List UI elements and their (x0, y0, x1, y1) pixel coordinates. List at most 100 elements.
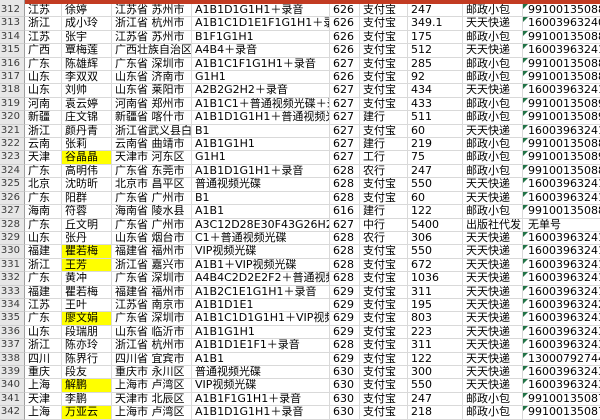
cell-province[interactable]: 广东 (25, 272, 62, 286)
row-header[interactable]: 324 (0, 164, 25, 179)
cell-order-batch[interactable]: 628 (330, 231, 360, 246)
cell-product[interactable]: A3C12D28E30F43G26H27 (192, 218, 330, 232)
cell-order-batch[interactable]: 628 (330, 339, 360, 353)
cell-payment[interactable]: 支付宝 (360, 97, 408, 112)
cell-address[interactable]: 河南省 郑州市 (112, 97, 192, 112)
cell-name[interactable]: 符蓉 (62, 205, 112, 219)
row-header[interactable]: 312 (0, 4, 25, 18)
cell-name[interactable]: 覃梅莲 (62, 44, 112, 58)
cell-shipping[interactable]: 天天快递 (463, 339, 523, 353)
cell-name[interactable]: 阳群 (62, 191, 112, 206)
cell-tracking[interactable]: 9910013508979 (523, 111, 600, 125)
cell-product[interactable]: A1B1D1G1H1＋录音 (192, 164, 330, 179)
cell-address[interactable]: 海南省 陵水县 (112, 205, 192, 219)
cell-amount[interactable]: 247 (408, 392, 463, 407)
cell-name[interactable]: 瞿若梅 (62, 285, 112, 299)
row-header[interactable]: 322 (0, 138, 25, 152)
row-header[interactable]: 333 (0, 285, 25, 299)
cell-product[interactable]: A1B1＋VIP视频光碟 (192, 258, 330, 273)
cell-address[interactable]: 江苏省 南京市 (112, 298, 192, 313)
cell-amount[interactable]: 285 (408, 57, 463, 72)
cell-address[interactable]: 广东省 广州市 (112, 191, 192, 206)
cell-address[interactable]: 山东省 济南市 (112, 71, 192, 85)
cell-product[interactable]: A1B1F1G1H1＋录音 (192, 392, 330, 407)
cell-province[interactable]: 浙江 (25, 124, 62, 139)
cell-product[interactable]: A1B1C1D1G1H1＋VIP视频光碟 (192, 312, 330, 326)
cell-address[interactable]: 山东省 莱阳市 (112, 84, 192, 98)
cell-product[interactable]: A1B1D1E1F1＋录音 (192, 339, 330, 353)
cell-tracking[interactable]: 9910013508842 (523, 4, 600, 18)
cell-product[interactable]: A1B1C1D1E1F1G1H1＋录音 (192, 17, 330, 31)
cell-name[interactable]: 李鹏 (62, 392, 112, 407)
cell-amount[interactable]: 433 (408, 97, 463, 112)
cell-province[interactable]: 广东 (25, 218, 62, 232)
cell-order-batch[interactable]: 626 (330, 71, 360, 85)
cell-name[interactable]: 解鹏 (62, 379, 112, 393)
cell-order-batch[interactable]: 630 (330, 406, 360, 420)
cell-address[interactable]: 上海市 卢湾区 (112, 406, 192, 420)
cell-province[interactable]: 天津 (25, 151, 62, 165)
cell-shipping[interactable]: 邮政小包 (463, 406, 523, 420)
cell-name[interactable]: 刘帅 (62, 84, 112, 98)
row-header[interactable]: 316 (0, 57, 25, 72)
cell-amount[interactable]: 122 (408, 352, 463, 366)
row-header[interactable]: 339 (0, 365, 25, 380)
cell-payment[interactable]: 支付宝 (360, 30, 408, 45)
cell-order-batch[interactable]: 629 (330, 325, 360, 340)
cell-name[interactable]: 成小玲 (62, 17, 112, 31)
cell-tracking[interactable]: 160039632430 (523, 325, 600, 340)
cell-payment[interactable]: 支付宝 (360, 258, 408, 273)
cell-address[interactable]: 江苏省 苏州市 (112, 4, 192, 18)
cell-amount[interactable]: 550 (408, 379, 463, 393)
cell-tracking[interactable]: 160039632410 (523, 44, 600, 58)
cell-shipping[interactable]: 天天快递 (463, 84, 523, 98)
cell-province[interactable]: 山东 (25, 71, 62, 85)
cell-tracking[interactable]: 160039632413 (523, 178, 600, 192)
cell-payment[interactable]: 支付宝 (360, 272, 408, 286)
cell-payment[interactable]: 支付宝 (360, 71, 408, 85)
cell-payment[interactable]: 支付宝 (360, 325, 408, 340)
cell-province[interactable]: 山东 (25, 231, 62, 246)
cell-order-batch[interactable]: 628 (330, 245, 360, 259)
cell-name[interactable]: 万亚云 (62, 406, 112, 420)
cell-amount[interactable]: 300 (408, 365, 463, 380)
cell-name[interactable]: 李双双 (62, 71, 112, 85)
cell-payment[interactable]: 中行 (360, 218, 408, 232)
cell-province[interactable]: 浙江 (25, 339, 62, 353)
cell-address[interactable]: 上海市 卢湾区 (112, 379, 192, 393)
cell-payment[interactable]: 支付宝 (360, 339, 408, 353)
cell-amount[interactable]: 60 (408, 191, 463, 206)
cell-shipping[interactable]: 天天快递 (463, 124, 523, 139)
cell-order-batch[interactable]: 629 (330, 285, 360, 299)
cell-name[interactable]: 廖文娟 (62, 312, 112, 326)
cell-amount[interactable]: 219 (408, 138, 463, 152)
row-header[interactable]: 325 (0, 178, 25, 192)
cell-amount[interactable]: 195 (408, 298, 463, 313)
cell-product[interactable]: G1H1 (192, 151, 330, 165)
cell-amount[interactable]: 247 (408, 164, 463, 179)
row-header[interactable]: 329 (0, 231, 25, 246)
cell-province[interactable]: 云南 (25, 138, 62, 152)
cell-shipping[interactable]: 天天快递 (463, 312, 523, 326)
cell-amount[interactable]: 311 (408, 339, 463, 353)
row-header[interactable]: 330 (0, 245, 25, 259)
cell-amount[interactable]: 218 (408, 406, 463, 420)
cell-shipping[interactable]: 天天快递 (463, 365, 523, 380)
cell-province[interactable]: 广东 (25, 191, 62, 206)
cell-shipping[interactable]: 天天快递 (463, 352, 523, 366)
cell-product[interactable]: A1B1C1F1G1H1＋录音 (192, 57, 330, 72)
cell-payment[interactable]: 建行 (360, 111, 408, 125)
cell-amount[interactable]: 511 (408, 111, 463, 125)
cell-product[interactable]: A1B1D1G1H1＋录音 (192, 4, 330, 18)
cell-payment[interactable]: 支付宝 (360, 379, 408, 393)
cell-province[interactable]: 天津 (25, 392, 62, 407)
cell-order-batch[interactable]: 628 (330, 164, 360, 179)
cell-order-batch[interactable]: 627 (330, 84, 360, 98)
cell-name[interactable]: 沈昉昕 (62, 178, 112, 192)
cell-amount[interactable]: 175 (408, 30, 463, 45)
cell-address[interactable]: 北京市 昌平区 (112, 178, 192, 192)
row-header[interactable]: 334 (0, 298, 25, 313)
cell-name[interactable]: 瞿若梅 (62, 245, 112, 259)
cell-payment[interactable]: 支付宝 (360, 178, 408, 192)
